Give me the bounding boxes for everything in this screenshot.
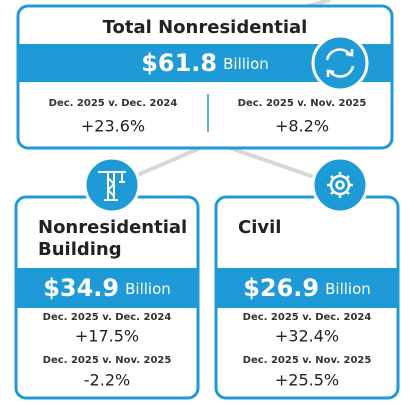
amount: $34.9 Billion [43,274,171,302]
comparison-label: Dec. 2025 v. Dec. 2024 [49,98,178,109]
amount: $26.9 Billion [243,274,371,302]
amount: $61.8 Billion [141,49,269,77]
comparison-change: +23.6% [81,117,145,136]
card-title: Building [38,239,122,260]
amount-value: $26.9 [243,274,319,302]
amount-unit: Billion [325,280,371,298]
comparison-label: Dec. 2025 v. Nov. 2025 [238,98,367,109]
amount-band [216,268,398,308]
refresh-glyph [325,48,355,78]
comparison-label: Dec. 2025 v. Nov. 2025 [243,355,372,366]
comparison-change: +25.5% [275,371,339,390]
comparison-label: Dec. 2025 v. Dec. 2024 [243,312,372,323]
gear-icon [311,156,369,214]
card-title: Total Nonresidential [103,17,308,38]
comparison-change: +17.5% [75,327,139,346]
refresh-icon [311,34,369,92]
amount-band [16,268,198,308]
amount-unit: Billion [125,280,171,298]
comparison-change: +32.4% [275,327,339,346]
amount-value: $61.8 [141,49,217,77]
card-title: Civil [238,217,281,238]
comparison-label: Dec. 2025 v. Dec. 2024 [43,312,172,323]
gear-glyph [327,172,353,198]
comparison-label: Dec. 2025 v. Nov. 2025 [43,355,172,366]
crane-glyph [98,171,126,201]
comparison-change: -2.2% [84,371,130,390]
amount-unit: Billion [223,55,269,73]
amount-value: $34.9 [43,274,119,302]
card-title: Nonresidential [38,217,187,238]
comparison-change: +8.2% [275,117,329,136]
